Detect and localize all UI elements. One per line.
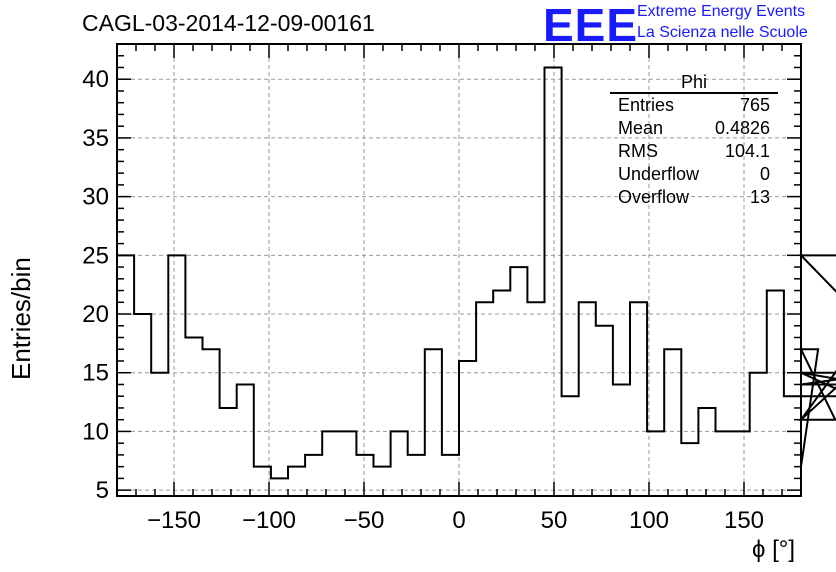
histogram-bin [698, 408, 715, 496]
brand-line-2: La Scienza nelle Scuole [637, 24, 808, 41]
histogram-bin [168, 255, 185, 496]
histogram-bin [510, 267, 527, 496]
histogram-bin [374, 467, 391, 496]
stats-label: Underflow [618, 164, 700, 184]
histogram-bin [750, 373, 767, 496]
stats-title: Phi [610, 72, 778, 94]
histogram-bin [681, 443, 698, 496]
stats-value: 765 [739, 95, 770, 115]
chart-title: CAGL-03-2014-12-09-00161 [82, 10, 375, 36]
stats-label: Overflow [618, 187, 690, 207]
stats-label: Mean [618, 118, 664, 138]
eee-logo: EEE [543, 0, 639, 51]
x-axis-label: ϕ [°] [752, 536, 796, 563]
histogram-layer [116, 66, 836, 496]
y-axis-label: Entries/bin [6, 257, 36, 380]
stats-value: 13 [749, 187, 770, 207]
x-tick-label: −50 [344, 507, 385, 534]
y-tick-label: 20 [82, 301, 109, 328]
y-tick-label: 10 [82, 418, 109, 445]
grid-layer [117, 44, 801, 496]
histogram-bin [630, 302, 647, 496]
histogram-bin [716, 431, 733, 496]
x-tick-label: −100 [242, 507, 296, 534]
x-tick-label: 0 [452, 507, 465, 534]
histogram-bin [322, 431, 339, 496]
histogram-bin [733, 431, 750, 496]
stats-label: RMS [618, 141, 658, 161]
histogram-bin [613, 384, 630, 496]
histogram-bin [134, 314, 151, 496]
histogram-bin [596, 326, 613, 496]
histogram-bin [408, 455, 425, 496]
stats-value: 0.4826 [714, 118, 770, 138]
tick-layer [117, 44, 801, 496]
histogram-bin [288, 467, 305, 496]
y-tick-label: 30 [82, 184, 109, 211]
histogram-bin [391, 431, 408, 496]
histogram-bin [339, 431, 356, 496]
histogram-bin [527, 302, 544, 496]
tick-label-layer: −150 −100 −50 0 50 100 150 5 10 15 20 25 30 35 40 [82, 66, 764, 534]
stats-row-underflow: Underflow 0 [610, 163, 778, 186]
stats-row-entries: Entries 765 [610, 94, 778, 117]
stats-label: Entries [618, 95, 675, 115]
y-tick-label: 35 [82, 125, 109, 152]
histogram-bin [767, 291, 784, 496]
histogram-bin [664, 349, 681, 496]
histogram-bin [220, 408, 237, 496]
histogram-bin [117, 255, 134, 496]
stats-box: Phi Entries 765 Mean 0.4826 RMS 104.1 Un… [610, 72, 778, 209]
histogram-bin [784, 396, 801, 496]
histogram-bin [476, 302, 493, 496]
y-tick-label: 25 [82, 242, 109, 269]
histogram-bin [562, 396, 579, 496]
stats-row-overflow: Overflow 13 [610, 186, 778, 209]
histogram-bin [185, 338, 202, 496]
y-tick-label: 5 [96, 477, 109, 504]
y-tick-label: 40 [82, 66, 109, 93]
brand-line-1: Extreme Energy Events [637, 3, 806, 20]
histogram-bin [237, 384, 254, 496]
histogram-outline [116, 66, 836, 496]
histogram-bin [151, 373, 168, 496]
stats-row-mean: Mean 0.4826 [610, 117, 778, 140]
stats-value: 104.1 [724, 141, 770, 161]
histogram-bin [459, 361, 476, 496]
stats-row-rms: RMS 104.1 [610, 140, 778, 163]
histogram-bin [425, 349, 442, 496]
x-tick-label: 100 [629, 507, 669, 534]
histogram-bin [203, 349, 220, 496]
histogram-bin [493, 291, 510, 496]
x-tick-label: 150 [724, 507, 764, 534]
x-tick-label: 50 [541, 507, 568, 534]
stats-value: 0 [759, 164, 770, 184]
x-tick-label: −150 [147, 507, 201, 534]
histogram-bin [271, 478, 288, 496]
histogram-bin [579, 302, 596, 496]
y-tick-label: 15 [82, 360, 109, 387]
